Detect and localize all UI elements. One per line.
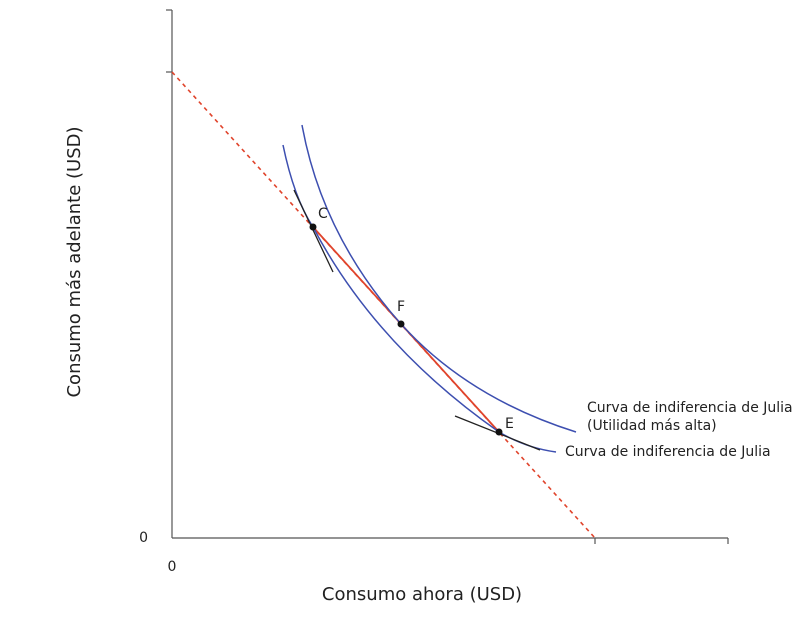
point-f [397, 320, 405, 328]
tangent-c [293, 189, 334, 273]
point-label: E [505, 416, 514, 432]
point-e [495, 428, 503, 436]
y-origin-label: 0 [139, 530, 148, 546]
curve-label: (Utilidad más alta) [587, 418, 717, 434]
point-label: F [397, 299, 405, 315]
x-origin-label: 0 [168, 559, 177, 575]
curve-label: Curva de indiferencia de Julia [587, 400, 793, 416]
point-label: C [318, 206, 328, 222]
curve-label: Curva de indiferencia de Julia [565, 444, 771, 460]
point-c [309, 223, 317, 231]
y-axis-title: Consumo más adelante (USD) [64, 126, 85, 397]
indifference-curve-high [301, 124, 577, 433]
indifference-curve-low [282, 144, 557, 453]
x-axis-title: Consumo ahora (USD) [322, 584, 522, 605]
